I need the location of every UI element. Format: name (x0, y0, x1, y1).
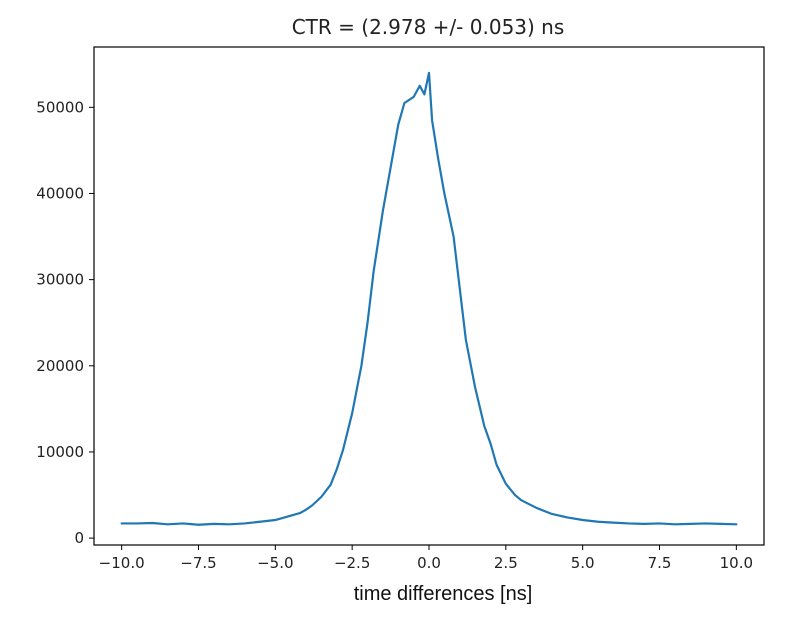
series-line (120, 71, 738, 526)
x-axis-label: time differences [ns] (354, 583, 533, 605)
chart-title: CTR = (2.978 +/- 0.053) ns (292, 15, 565, 39)
plot-frame (93, 46, 765, 546)
x-tick-label: 2.5 (494, 554, 518, 572)
y-tick-label: 30000 (36, 271, 84, 289)
x-tick-label: 5.0 (571, 554, 595, 572)
x-tick-label: 7.5 (648, 554, 672, 572)
plot-area-background (94, 47, 764, 545)
y-tick-label: 10000 (36, 443, 84, 461)
x-tick-label: −7.5 (180, 554, 216, 572)
x-tick-label: 0.0 (417, 554, 441, 572)
x-tick-label: −10.0 (99, 554, 145, 572)
x-tick-label: 10.0 (720, 554, 753, 572)
x-tick-label: −2.5 (334, 554, 370, 572)
y-axis-ticks: 0 10000 20000 30000 40000 50000 (36, 98, 94, 547)
x-tick-label: −5.0 (257, 554, 293, 572)
y-tick-label: 50000 (36, 98, 84, 116)
y-tick-label: 20000 (36, 357, 84, 375)
y-tick-label: 40000 (36, 184, 84, 202)
x-axis-ticks: −10.0 −7.5 −5.0 −2.5 0.0 2.5 5.0 7.5 10.0 (99, 545, 753, 572)
y-tick-label: 0 (74, 529, 84, 547)
